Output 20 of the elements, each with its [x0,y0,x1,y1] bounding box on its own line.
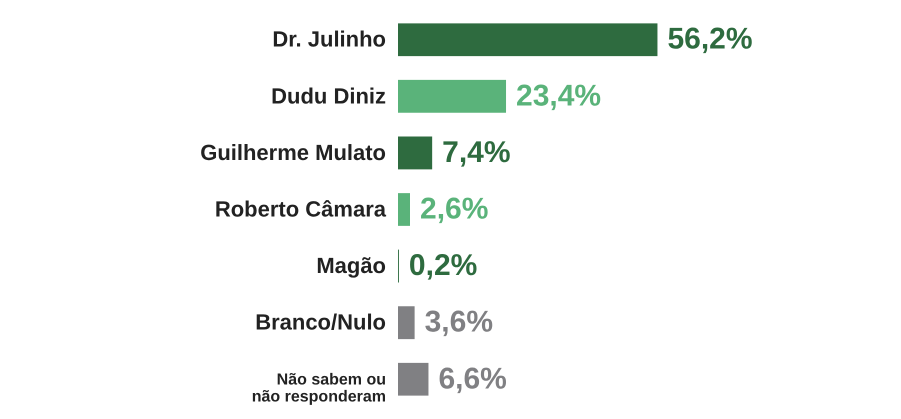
y-tick-label: Magão [316,253,386,278]
bar [398,23,658,56]
data-label: 56,2% [667,22,753,56]
y-tick-label: Dudu Diniz [271,83,386,108]
bar [398,136,432,170]
y-tick-label: Dr. Julinho [272,26,386,52]
y-tick-label: Não sabem ou não responderam [252,371,386,406]
data-label: 7,4% [442,136,511,169]
y-tick-label: Roberto Câmara [214,196,387,222]
bar [398,306,415,340]
y-tick-label: Branco/Nulo [255,310,386,335]
data-label: 23,4% [516,79,602,112]
bar [398,362,428,396]
bar [398,80,506,113]
data-label: 0,2% [408,249,478,282]
data-label: 3,6% [424,306,494,339]
y-tick-label: Guilherme Mulato [200,140,386,165]
data-label: 6,6% [438,362,507,396]
data-label: 2,6% [420,192,488,226]
bar [398,193,410,226]
